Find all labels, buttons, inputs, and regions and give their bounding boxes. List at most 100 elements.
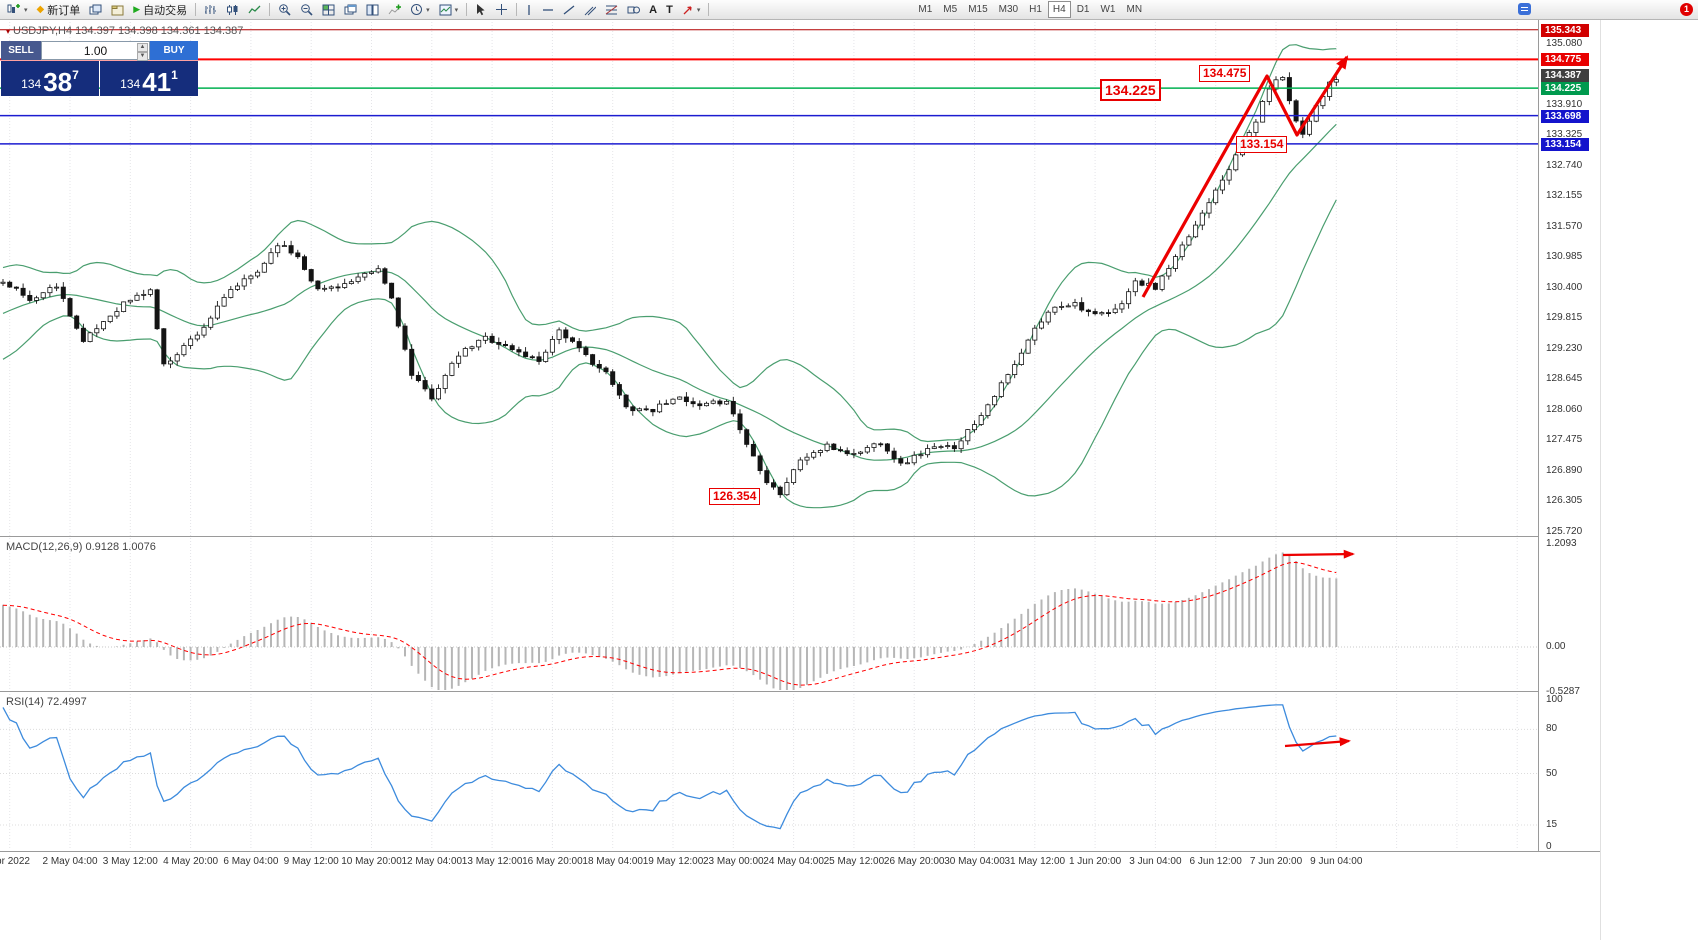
indicators-button[interactable] xyxy=(384,0,405,19)
timeframe-button-mn[interactable]: MN xyxy=(1126,4,1143,15)
price-scale-label: 130.400 xyxy=(1546,281,1583,293)
price-badge: 134.387 xyxy=(1541,68,1589,82)
zoom-out-icon xyxy=(301,4,313,16)
fibonacci-icon xyxy=(605,5,618,14)
new-order-label: 新订单 xyxy=(47,4,81,17)
shapes-button[interactable] xyxy=(623,0,644,19)
cascade-windows-icon xyxy=(344,4,357,14)
arrange-windows-button[interactable] xyxy=(362,0,383,19)
panel-separator xyxy=(0,851,1698,852)
macd-indicator-header: MACD(12,26,9) 0.9128 1.0076 xyxy=(6,541,156,553)
channel-button[interactable] xyxy=(580,0,600,19)
line-chart-button[interactable] xyxy=(244,0,265,19)
price-callout[interactable]: 134.225 xyxy=(1100,79,1161,101)
new-order-icon: ◆ xyxy=(36,4,45,15)
rsi-scale-label: 50 xyxy=(1546,767,1558,779)
chevron-down-icon: ▾ xyxy=(24,6,28,14)
rsi-scale-label: 100 xyxy=(1546,694,1563,705)
price-callout[interactable]: 133.154 xyxy=(1236,136,1288,153)
bar-chart-button[interactable] xyxy=(200,0,221,19)
price-callout[interactable]: 134.475 xyxy=(1199,65,1251,82)
timeframe-button-h4[interactable]: H4 xyxy=(1047,1,1071,18)
indicators-icon xyxy=(388,4,402,14)
chart-canvas[interactable] xyxy=(0,19,1538,850)
timeframe-button-h1[interactable]: H1 xyxy=(1029,4,1042,15)
price-scale-label: 133.325 xyxy=(1546,129,1583,140)
zoom-out-button[interactable] xyxy=(296,0,317,19)
arrows-tool-button[interactable]: ▾ xyxy=(678,0,705,19)
horizontal-line-button[interactable] xyxy=(538,0,558,19)
fibonacci-button[interactable] xyxy=(601,0,622,19)
panel-separator[interactable] xyxy=(0,536,1698,537)
time-label: 7 Jun 20:00 xyxy=(1249,856,1303,867)
timeframe-button-w1[interactable]: W1 xyxy=(1100,4,1116,15)
time-label: 1 Jun 20:00 xyxy=(1068,856,1122,867)
sell-header[interactable]: SELL xyxy=(1,41,41,60)
autotrade-button[interactable]: ▶ 自动交易 xyxy=(129,0,191,19)
rsi-scale-label: 0 xyxy=(1546,841,1552,852)
time-label: 25 May 12:00 xyxy=(823,856,885,867)
price-callout[interactable]: 126.354 xyxy=(709,488,761,505)
vertical-line-button[interactable] xyxy=(521,0,537,19)
time-axis[interactable]: Apr 2022 2 May 04:00 3 May 12:00 4 May 20:0… xyxy=(0,851,1538,877)
time-label: 24 May 04:00 xyxy=(763,856,824,867)
time-label: 16 May 20:00 xyxy=(522,856,583,867)
volume-down-button[interactable]: ▼ xyxy=(137,52,148,61)
time-label: 19 May 12:00 xyxy=(642,856,704,867)
profiles-button[interactable] xyxy=(107,0,128,19)
price-scale-label: 131.570 xyxy=(1546,220,1583,232)
one-click-trade-panel: SELL 1.00 ▲ ▼ BUY 134 38 7 134 41 1 xyxy=(1,41,198,96)
time-label: 6 Jun 12:00 xyxy=(1189,856,1242,867)
label-tool-button[interactable]: T xyxy=(662,0,677,19)
buy-header[interactable]: BUY xyxy=(150,41,198,60)
chart-annotations-layer: 126.354 134.225 134.475 133.154 xyxy=(0,19,1698,940)
volume-up-button[interactable]: ▲ xyxy=(137,43,148,52)
notification-badge[interactable]: 1 xyxy=(1680,3,1693,16)
volume-input[interactable]: 1.00 ▲ ▼ xyxy=(41,41,150,61)
time-label: 9 Jun 04:00 xyxy=(1310,856,1363,867)
trendline-button[interactable] xyxy=(559,0,579,19)
panel-separator[interactable] xyxy=(0,691,1698,692)
text-tool-icon: A xyxy=(649,3,658,16)
sell-price-sup: 7 xyxy=(72,68,79,82)
macd-scale-label: 0.00 xyxy=(1546,641,1566,652)
label-tool-icon: T xyxy=(666,3,673,16)
new-order-button[interactable]: ◆ 新订单 xyxy=(33,0,85,19)
rsi-scale-label: 15 xyxy=(1546,819,1558,830)
sell-button[interactable]: 134 38 7 xyxy=(1,61,99,96)
timeframe-button-m15[interactable]: M15 xyxy=(968,4,988,15)
macd-scale-label: 1.2093 xyxy=(1546,538,1577,550)
messages-icon[interactable] xyxy=(1518,3,1531,15)
candlestick-chart-button[interactable] xyxy=(222,0,243,19)
time-label: 31 May 12:00 xyxy=(1004,856,1066,867)
templates-button[interactable]: ▾ xyxy=(435,0,463,19)
timeframe-button-m1[interactable]: M1 xyxy=(918,4,933,15)
tile-windows-button[interactable] xyxy=(318,0,339,19)
price-scale-label: 129.815 xyxy=(1546,312,1583,323)
toolbar-separator xyxy=(195,3,197,16)
bar-chart-icon xyxy=(205,4,217,14)
text-tool-button[interactable]: A xyxy=(645,0,661,19)
price-axis[interactable]: 135.080 133.910 133.325 132.740 132.155 131.5… xyxy=(1538,19,1600,852)
buy-button[interactable]: 134 41 1 xyxy=(100,61,198,96)
timeframe-button-m30[interactable]: M30 xyxy=(998,4,1019,15)
buy-price-sup: 1 xyxy=(171,68,178,82)
cursor-button[interactable] xyxy=(471,0,490,19)
rsi-scale-label: 80 xyxy=(1546,723,1558,735)
arrange-windows-icon xyxy=(366,4,379,15)
periods-button[interactable]: ▾ xyxy=(406,0,434,19)
timeframe-button-m5[interactable]: M5 xyxy=(943,4,958,15)
cascade-windows-button[interactable] xyxy=(340,0,361,19)
symbol-ohlc-text: USDJPY,H4 134.397 134.398 134.361 134.38… xyxy=(13,25,244,37)
crosshair-button[interactable] xyxy=(491,0,512,19)
new-chart-button[interactable]: ▾ xyxy=(3,0,32,19)
zoom-in-button[interactable] xyxy=(274,0,295,19)
time-label: 26 May 20:00 xyxy=(883,856,945,867)
price-scale-label: 128.060 xyxy=(1546,403,1583,415)
charts-window-button[interactable] xyxy=(85,0,106,19)
toolbar-separator xyxy=(516,3,518,16)
timeframe-button-d1[interactable]: D1 xyxy=(1076,4,1090,15)
price-badge: 135.343 xyxy=(1541,23,1589,37)
price-scale-label: 126.890 xyxy=(1546,464,1583,476)
